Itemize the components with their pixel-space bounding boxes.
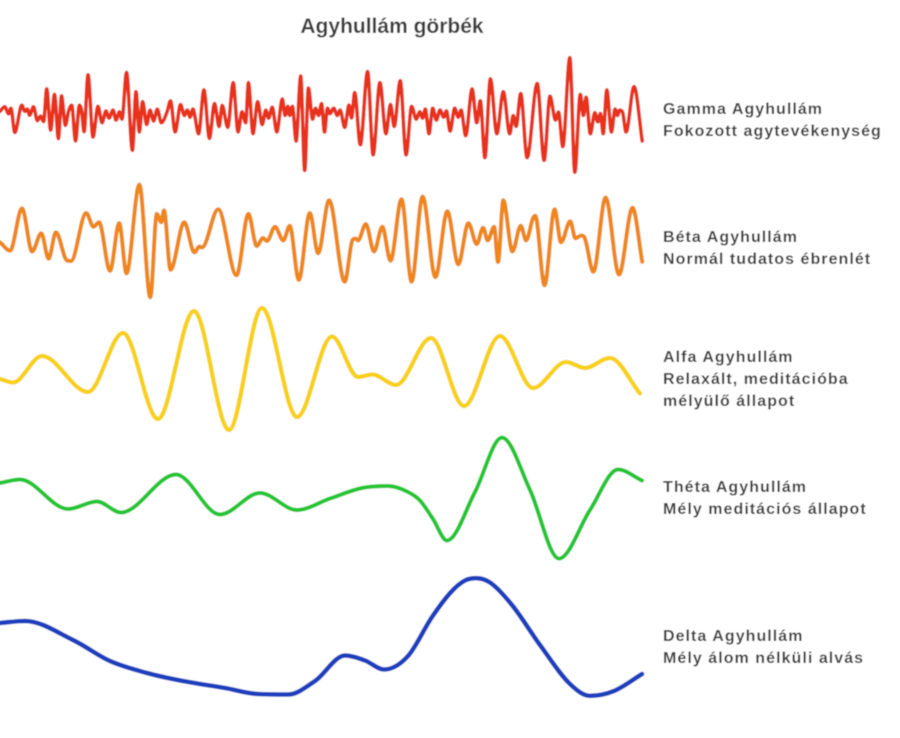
- svg-text:mélyülő állapot: mélyülő állapot: [663, 393, 795, 410]
- svg-text:Béta Agyhullám: Béta Agyhullám: [663, 229, 798, 246]
- svg-text:Mély meditációs állapot: Mély meditációs állapot: [663, 501, 867, 518]
- svg-text:Relaxált, meditációba: Relaxált, meditációba: [663, 371, 849, 388]
- svg-text:Agyhullám görbék: Agyhullám görbék: [300, 15, 484, 38]
- svg-text:Mély álom nélküli alvás: Mély álom nélküli alvás: [663, 650, 864, 667]
- svg-text:Delta Agyhullám: Delta Agyhullám: [663, 628, 804, 645]
- svg-text:Fokozott agytevékenység: Fokozott agytevékenység: [663, 123, 882, 140]
- svg-text:Normál tudatos ébrenlét: Normál tudatos ébrenlét: [663, 251, 871, 268]
- svg-text:Alfa Agyhullám: Alfa Agyhullám: [663, 349, 794, 366]
- svg-text:Théta Agyhullám: Théta Agyhullám: [663, 479, 807, 496]
- svg-text:Gamma Agyhullám: Gamma Agyhullám: [663, 101, 823, 118]
